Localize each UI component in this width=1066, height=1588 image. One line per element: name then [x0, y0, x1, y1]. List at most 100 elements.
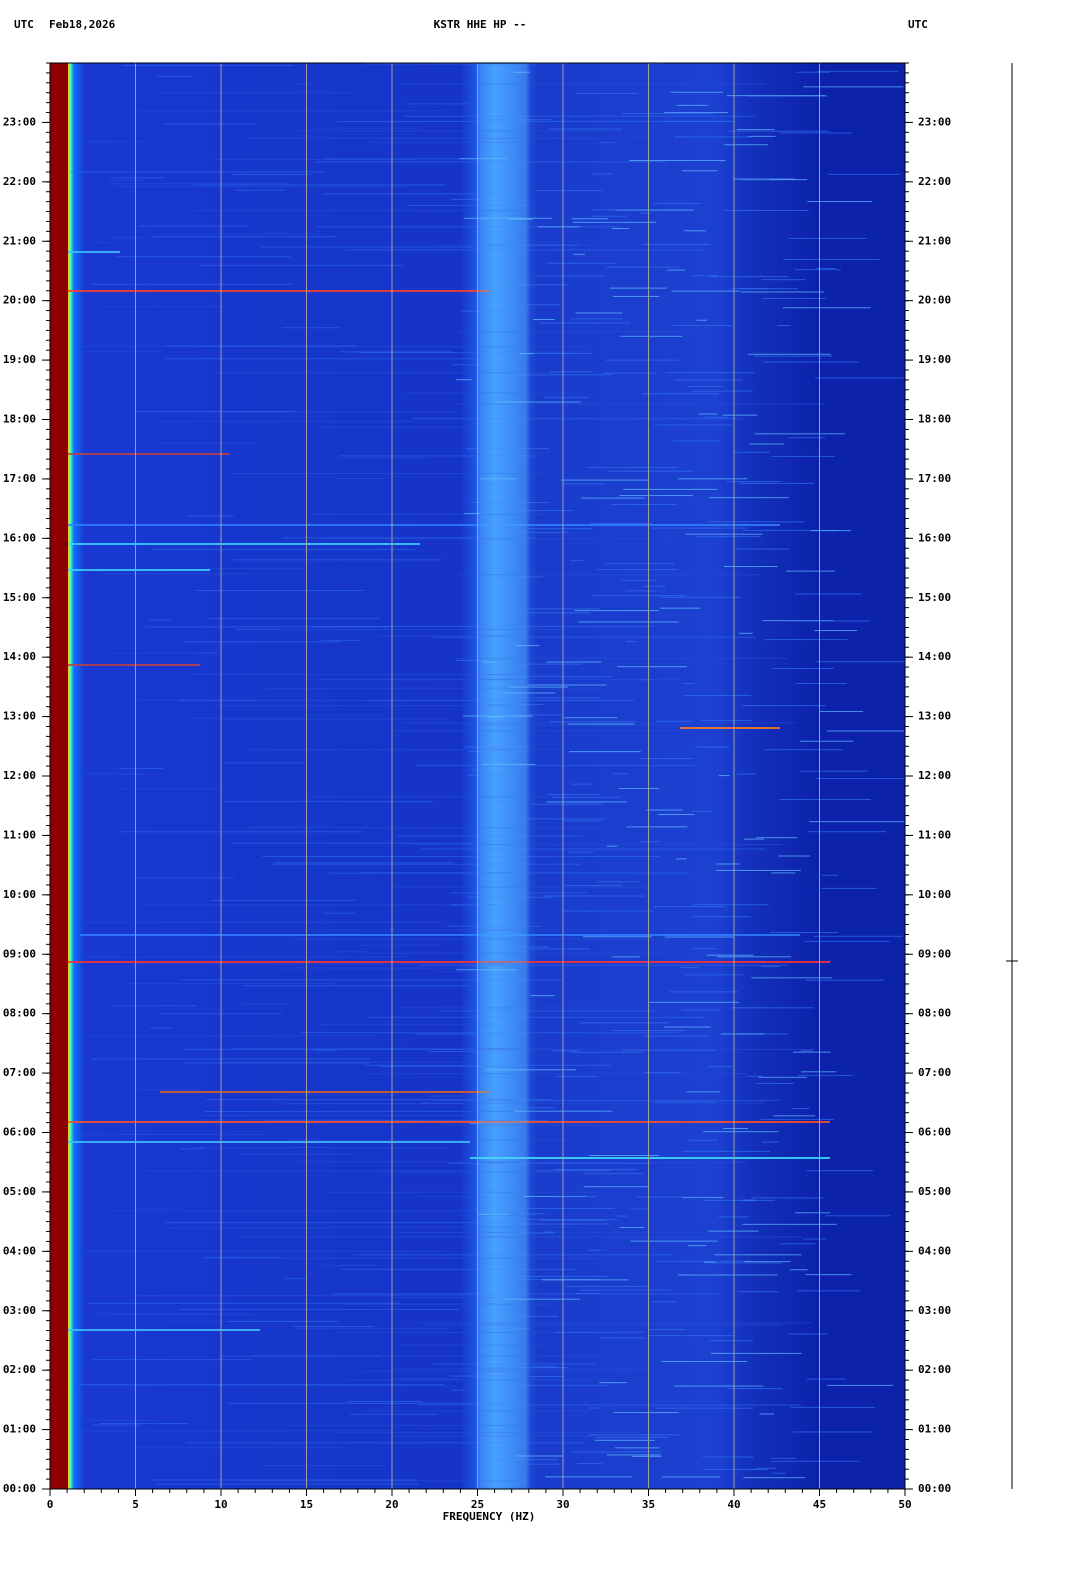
noise-streak: [307, 714, 380, 716]
noise-streak: [273, 1099, 537, 1101]
noise-streak: [158, 1013, 283, 1015]
noise-streak: [124, 983, 334, 985]
noise-streak: [599, 1382, 628, 1384]
noise-streak: [315, 127, 421, 129]
noise-streak: [273, 862, 454, 864]
noise-streak: [814, 935, 903, 937]
noise-streak: [747, 353, 831, 355]
noise-streak: [565, 1285, 650, 1287]
noise-streak: [825, 1215, 891, 1217]
noise-streak: [562, 910, 654, 912]
noise-streak: [261, 246, 475, 248]
noise-streak: [533, 318, 555, 320]
noise-streak: [669, 991, 739, 993]
y-tick-label: 03:00: [3, 1304, 36, 1317]
noise-streak: [592, 595, 686, 597]
x-tick-label: 40: [727, 1498, 740, 1511]
noise-streak: [110, 1005, 196, 1007]
noise-streak: [574, 610, 659, 612]
noise-streak: [671, 290, 741, 292]
noise-streak: [294, 1146, 328, 1148]
noise-streak: [479, 244, 578, 246]
noise-streak: [793, 1051, 831, 1053]
noise-streak: [562, 483, 604, 485]
noise-streak: [495, 401, 581, 403]
noise-streak: [692, 948, 717, 950]
noise-streak: [445, 1124, 683, 1126]
noise-streak: [788, 237, 868, 239]
noise-streak: [794, 269, 842, 271]
noise-streak: [750, 1197, 824, 1199]
noise-streak: [522, 1278, 599, 1280]
noise-streak: [641, 393, 719, 395]
noise-streak: [527, 352, 574, 354]
noise-streak: [151, 236, 338, 238]
noise-streak: [647, 1335, 735, 1337]
noise-streak: [819, 710, 864, 712]
y-tick-label-right: 22:00: [918, 175, 951, 188]
noise-streak: [78, 1250, 446, 1252]
y-tick-label: 23:00: [3, 115, 36, 128]
noise-streak: [150, 1027, 173, 1029]
noise-streak: [281, 327, 341, 329]
noise-streak: [534, 275, 606, 277]
y-tick-label-right: 12:00: [918, 769, 951, 782]
noise-streak: [742, 179, 780, 181]
noise-streak: [166, 345, 357, 347]
noise-streak: [618, 788, 660, 790]
noise-streak: [791, 1107, 810, 1109]
noise-streak: [555, 1169, 637, 1171]
y-tick-label: 01:00: [3, 1423, 36, 1436]
noise-streak: [686, 1091, 721, 1093]
noise-streak: [529, 803, 603, 805]
noise-streak: [816, 267, 836, 269]
noise-streak: [60, 251, 120, 253]
noise-streak: [739, 482, 814, 484]
noise-streak: [682, 1197, 724, 1199]
noise-streak: [622, 1049, 716, 1051]
noise-streak: [685, 533, 763, 535]
noise-streak: [707, 1066, 733, 1068]
noise-streak: [415, 1033, 504, 1035]
noise-streak: [762, 298, 826, 300]
noise-streak: [606, 845, 618, 847]
noise-streak: [814, 377, 904, 379]
noise-streak: [737, 1291, 779, 1293]
noise-streak: [742, 1223, 837, 1225]
noise-streak: [772, 1472, 786, 1474]
noise-streak: [664, 936, 735, 938]
noise-streak: [790, 1406, 876, 1408]
noise-streak: [683, 694, 752, 696]
noise-streak: [676, 104, 708, 106]
noise-streak: [503, 1315, 559, 1317]
noise-streak: [808, 831, 886, 833]
noise-streak: [709, 276, 789, 278]
noise-streak: [674, 136, 752, 138]
noise-streak: [414, 1322, 812, 1324]
noise-streak: [751, 977, 833, 979]
noise-streak: [324, 158, 510, 160]
noise-streak: [60, 1329, 260, 1331]
noise-streak: [709, 1262, 782, 1264]
noise-streak: [733, 178, 795, 180]
noise-streak: [564, 820, 601, 822]
noise-streak: [241, 1003, 291, 1005]
noise-streak: [643, 243, 710, 245]
noise-streak: [570, 559, 583, 561]
noise-streak: [297, 130, 614, 132]
noise-streak: [648, 1328, 687, 1330]
noise-streak: [777, 324, 791, 326]
y-tick-label-right: 00:00: [918, 1482, 951, 1495]
noise-streak: [692, 275, 718, 277]
noise-streak: [335, 457, 427, 459]
chart-title: KSTR HHE HP --: [434, 18, 527, 31]
noise-streak: [655, 1407, 754, 1409]
noise-streak: [640, 212, 652, 214]
noise-streak: [183, 1062, 370, 1064]
noise-streak: [571, 783, 593, 785]
noise-streak: [763, 361, 859, 363]
x-axis-label: FREQUENCY (HZ): [443, 1510, 536, 1523]
noise-streak: [457, 1048, 814, 1050]
noise-streak: [285, 1278, 307, 1280]
noise-streak: [647, 1001, 740, 1003]
